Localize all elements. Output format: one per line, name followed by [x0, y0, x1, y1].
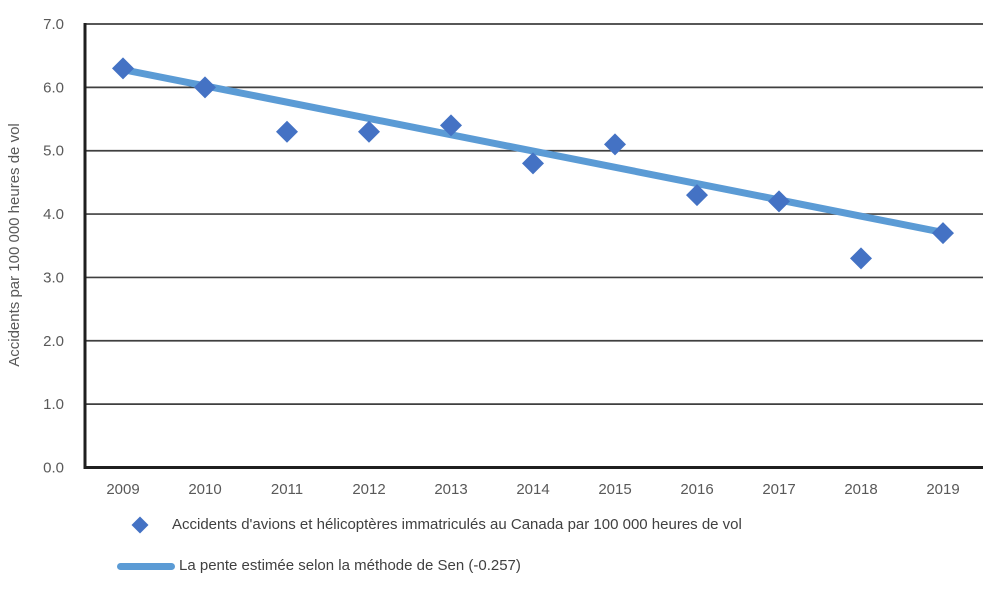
x-tick-label: 2012 [352, 481, 385, 498]
x-tick-label: 2011 [271, 481, 303, 498]
y-tick-label: 3.0 [43, 269, 64, 286]
data-point [932, 222, 954, 245]
y-tick-label: 7.0 [43, 16, 64, 33]
y-tick-label: 6.0 [43, 79, 64, 96]
legend-label-accidents: Accidents d'avions et hélicoptères immat… [172, 516, 742, 533]
data-point [112, 57, 134, 80]
x-tick-label: 2016 [680, 481, 713, 498]
y-axis-title: Accidents par 100 000 heures de vol [6, 123, 23, 367]
data-point [768, 190, 790, 213]
legend-item-accidents: Accidents d'avions et hélicoptères immat… [131, 516, 742, 534]
x-tick-label: 2013 [434, 481, 467, 498]
x-tick-label: 2019 [926, 481, 959, 498]
data-point [522, 152, 544, 175]
trendline-swatch-icon [117, 562, 175, 570]
x-tick-label: 2015 [598, 481, 631, 498]
x-tick-label: 2010 [188, 481, 221, 498]
data-point [604, 133, 626, 156]
data-point [850, 247, 872, 270]
x-tick-label: 2014 [516, 481, 549, 498]
data-point [276, 120, 298, 143]
sen-trendline [119, 66, 947, 236]
y-tick-label: 4.0 [43, 206, 64, 223]
x-tick-label: 2018 [844, 481, 877, 498]
y-tick-label: 5.0 [43, 143, 64, 160]
data-point [358, 120, 380, 143]
y-tick-label: 0.0 [43, 460, 64, 477]
data-point [194, 76, 216, 99]
y-tick-label: 1.0 [43, 396, 64, 413]
y-tick-label: 2.0 [43, 333, 64, 350]
x-tick-label: 2017 [762, 481, 795, 498]
x-tick-label: 2009 [106, 481, 139, 498]
data-point [440, 114, 462, 137]
legend-label-sen-slope: La pente estimée selon la méthode de Sen… [179, 557, 521, 574]
data-point [686, 184, 708, 207]
legend-item-sen-slope: La pente estimée selon la méthode de Sen… [117, 557, 521, 575]
diamond-marker-icon [131, 516, 149, 534]
